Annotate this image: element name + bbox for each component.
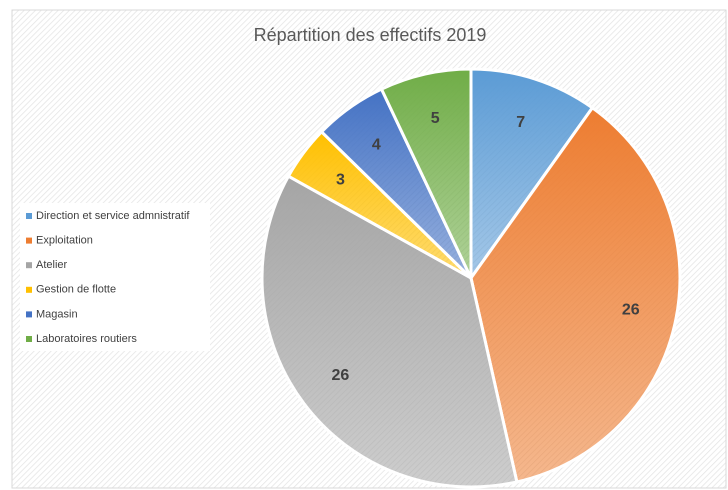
pie-slice [379, 67, 473, 279]
legend [20, 203, 210, 351]
data-label: 26 [331, 367, 349, 384]
data-label: 4 [372, 136, 381, 153]
legend-swatch [26, 237, 32, 244]
data-label: 7 [516, 114, 525, 131]
legend-label: Laboratoires routiers [36, 333, 137, 345]
pie-slice [260, 174, 519, 489]
pie-slice [469, 105, 682, 484]
legend-swatch [26, 213, 32, 219]
pie-slice [469, 67, 595, 283]
chart-title: Répartition des effectifs 2019 [254, 25, 487, 45]
data-label: 3 [336, 172, 345, 189]
legend-swatch [26, 262, 32, 269]
legend-label: Direction et service admnistratif [36, 210, 190, 222]
legend-label: Atelier [36, 259, 68, 271]
legend-swatch [26, 286, 32, 293]
legend-label: Exploitation [36, 235, 93, 247]
legend-label: Gestion de flotte [36, 284, 116, 296]
data-label: 5 [431, 110, 440, 127]
legend-swatch [26, 311, 32, 318]
legend-swatch [26, 336, 32, 342]
data-label: 26 [622, 301, 640, 318]
legend-label: Magasin [36, 308, 78, 320]
